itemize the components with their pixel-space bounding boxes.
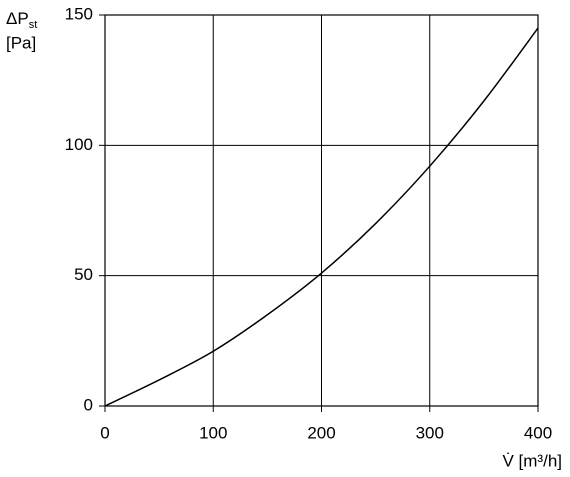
curve	[104, 27, 539, 407]
y-axis-unit: [Pa]	[6, 33, 36, 52]
y-tick-label: 150	[65, 4, 93, 23]
y-label-symbol: ΔP	[6, 9, 29, 28]
x-tick-label: 100	[199, 423, 227, 442]
x-tick-label: 0	[100, 423, 109, 442]
y-axis-label: ΔPst	[6, 9, 37, 30]
x-tick-label: 400	[524, 423, 552, 442]
x-tick-label: 200	[307, 423, 335, 442]
x-axis-label: V̇ [m³/h]	[502, 451, 562, 470]
y-label-subscript: st	[29, 19, 38, 31]
y-tick-label: 50	[74, 265, 93, 284]
y-tick-label: 100	[65, 135, 93, 154]
y-tick-label: 0	[84, 395, 93, 414]
x-tick-label: 300	[416, 423, 444, 442]
